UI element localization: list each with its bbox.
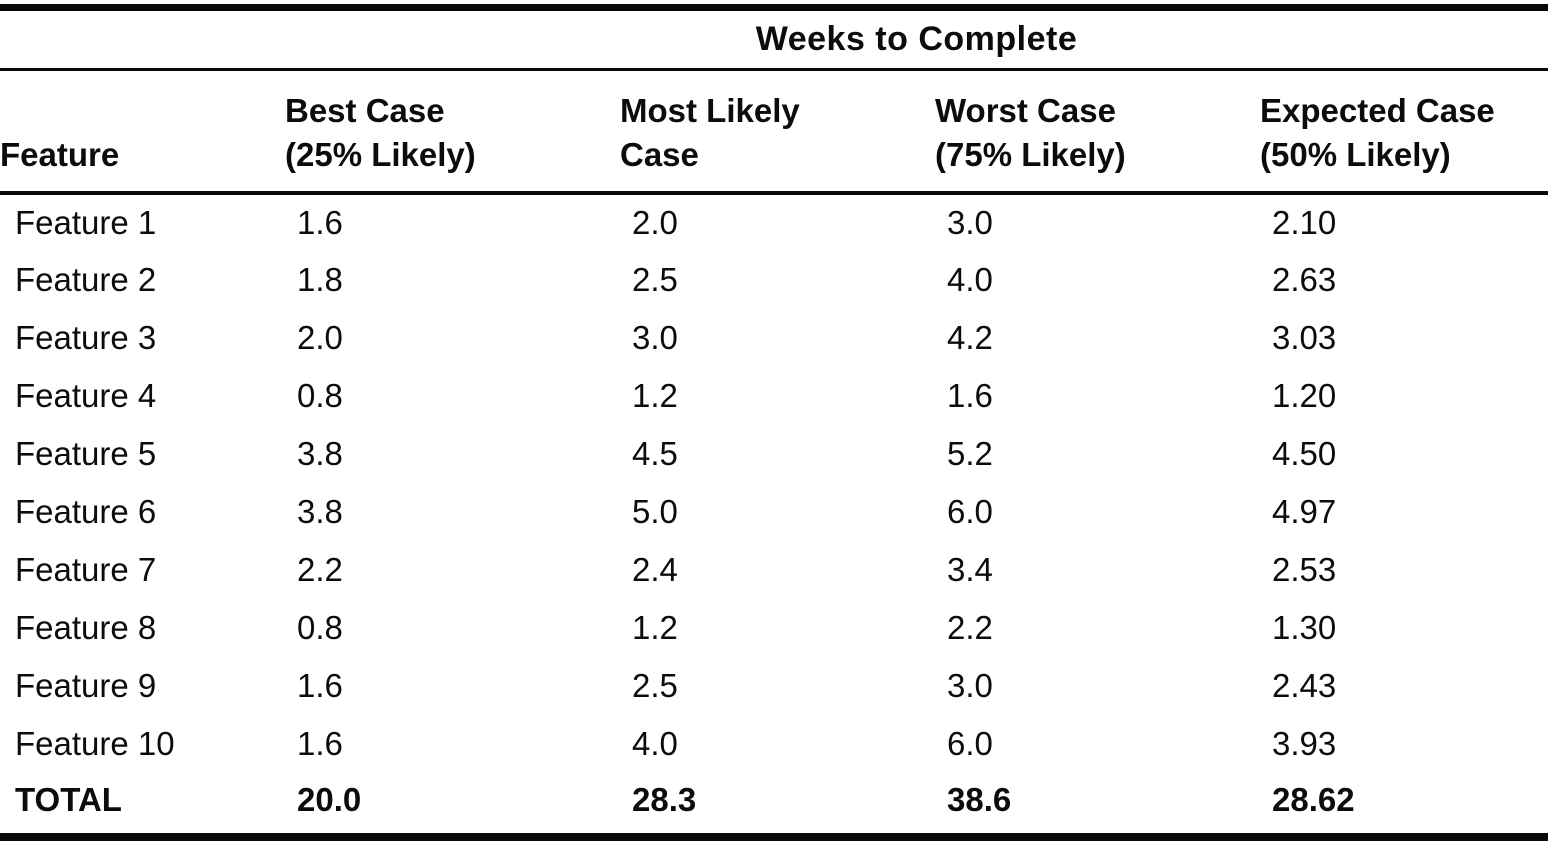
cell-best-case: 3.8: [297, 435, 343, 472]
table-row: Feature 8 0.8 1.2 2.2 1.30: [0, 599, 1548, 657]
cell-feature: Feature 2: [15, 261, 157, 298]
cell-most-likely-case: 5.0: [632, 493, 678, 530]
table-row: Feature 7 2.2 2.4 3.4 2.53: [0, 541, 1548, 599]
cell-expected-case: 3.03: [1272, 319, 1337, 356]
cell-best-case: 0.8: [297, 377, 343, 414]
cell-most-likely-case: 1.2: [632, 377, 678, 414]
cell-total-best-case: 20.0: [297, 781, 362, 818]
cell-feature: Feature 7: [15, 551, 157, 588]
cell-most-likely-case: 2.5: [632, 667, 678, 704]
column-header-line2: Feature: [0, 136, 120, 173]
table-row: Feature 5 3.8 4.5 5.2 4.50: [0, 425, 1548, 483]
cell-best-case: 1.6: [297, 725, 343, 762]
column-header-worst-case: Worst Case (75% Likely): [935, 69, 1260, 195]
cell-expected-case: 2.43: [1272, 667, 1337, 704]
cell-most-likely-case: 2.5: [632, 261, 678, 298]
cell-feature: Feature 3: [15, 319, 157, 356]
cell-feature: Feature 9: [15, 667, 157, 704]
cell-expected-case: 2.53: [1272, 551, 1337, 588]
cell-total-worst-case: 38.6: [947, 781, 1012, 818]
spanning-header-row: Weeks to Complete: [0, 7, 1548, 71]
column-header-line2: (75% Likely): [935, 136, 1126, 173]
cell-most-likely-case: 4.0: [632, 725, 678, 762]
table-row: Feature 2 1.8 2.5 4.0 2.63: [0, 251, 1548, 309]
cell-best-case: 0.8: [297, 609, 343, 646]
cell-worst-case: 4.2: [947, 319, 993, 356]
cell-most-likely-case: 3.0: [632, 319, 678, 356]
cell-worst-case: 1.6: [947, 377, 993, 414]
column-header-line1: Most Likely: [620, 92, 800, 129]
table-row: Feature 6 3.8 5.0 6.0 4.97: [0, 483, 1548, 541]
cell-total-expected-case: 28.62: [1272, 781, 1355, 818]
cell-best-case: 2.2: [297, 551, 343, 588]
column-header-line2: (50% Likely): [1260, 136, 1451, 173]
cell-best-case: 3.8: [297, 493, 343, 530]
cell-expected-case: 1.30: [1272, 609, 1337, 646]
cell-worst-case: 3.0: [947, 204, 993, 241]
table-row: Feature 3 2.0 3.0 4.2 3.03: [0, 309, 1548, 367]
cell-worst-case: 3.0: [947, 667, 993, 704]
cell-feature: Feature 1: [15, 204, 157, 241]
cell-expected-case: 1.20: [1272, 377, 1337, 414]
cell-feature: Feature 5: [15, 435, 157, 472]
spanning-header-spacer: [0, 7, 285, 71]
cell-expected-case: 4.97: [1272, 493, 1337, 530]
cell-most-likely-case: 2.0: [632, 204, 678, 241]
column-header-row: Feature Best Case (25% Likely) Most Like…: [0, 69, 1548, 195]
estimation-table: Weeks to Complete Feature Best Case (25%…: [0, 4, 1548, 841]
cell-most-likely-case: 4.5: [632, 435, 678, 472]
cell-worst-case: 6.0: [947, 493, 993, 530]
cell-best-case: 1.6: [297, 204, 343, 241]
total-row: TOTAL 20.0 28.3 38.6 28.62: [0, 773, 1548, 837]
cell-feature: Feature 6: [15, 493, 157, 530]
cell-expected-case: 2.63: [1272, 261, 1337, 298]
cell-worst-case: 4.0: [947, 261, 993, 298]
table-row: Feature 4 0.8 1.2 1.6 1.20: [0, 367, 1548, 425]
cell-total-most-likely-case: 28.3: [632, 781, 697, 818]
cell-feature: Feature 8: [15, 609, 157, 646]
cell-worst-case: 3.4: [947, 551, 993, 588]
column-header-best-case: Best Case (25% Likely): [285, 69, 620, 195]
cell-best-case: 1.6: [297, 667, 343, 704]
cell-total-label: TOTAL: [15, 781, 122, 818]
column-header-line1: Best Case: [285, 92, 445, 129]
table-row: Feature 1 1.6 2.0 3.0 2.10: [0, 193, 1548, 251]
column-header-most-likely-case: Most Likely Case: [620, 69, 935, 195]
cell-best-case: 2.0: [297, 319, 343, 356]
cell-feature: Feature 10: [15, 725, 175, 762]
cell-expected-case: 4.50: [1272, 435, 1337, 472]
column-header-line1: Worst Case: [935, 92, 1116, 129]
cell-expected-case: 3.93: [1272, 725, 1337, 762]
table-row: Feature 10 1.6 4.0 6.0 3.93: [0, 715, 1548, 773]
cell-best-case: 1.8: [297, 261, 343, 298]
table-row: Feature 9 1.6 2.5 3.0 2.43: [0, 657, 1548, 715]
cell-expected-case: 2.10: [1272, 204, 1337, 241]
column-header-line2: Case: [620, 136, 699, 173]
cell-feature: Feature 4: [15, 377, 157, 414]
cell-worst-case: 2.2: [947, 609, 993, 646]
cell-worst-case: 5.2: [947, 435, 993, 472]
column-header-expected-case: Expected Case (50% Likely): [1260, 69, 1548, 195]
cell-most-likely-case: 2.4: [632, 551, 678, 588]
cell-most-likely-case: 1.2: [632, 609, 678, 646]
column-header-feature: Feature: [0, 69, 285, 195]
column-header-line1: Expected Case: [1260, 92, 1495, 129]
cell-worst-case: 6.0: [947, 725, 993, 762]
column-header-line2: (25% Likely): [285, 136, 476, 173]
table-title: Weeks to Complete: [285, 7, 1548, 71]
